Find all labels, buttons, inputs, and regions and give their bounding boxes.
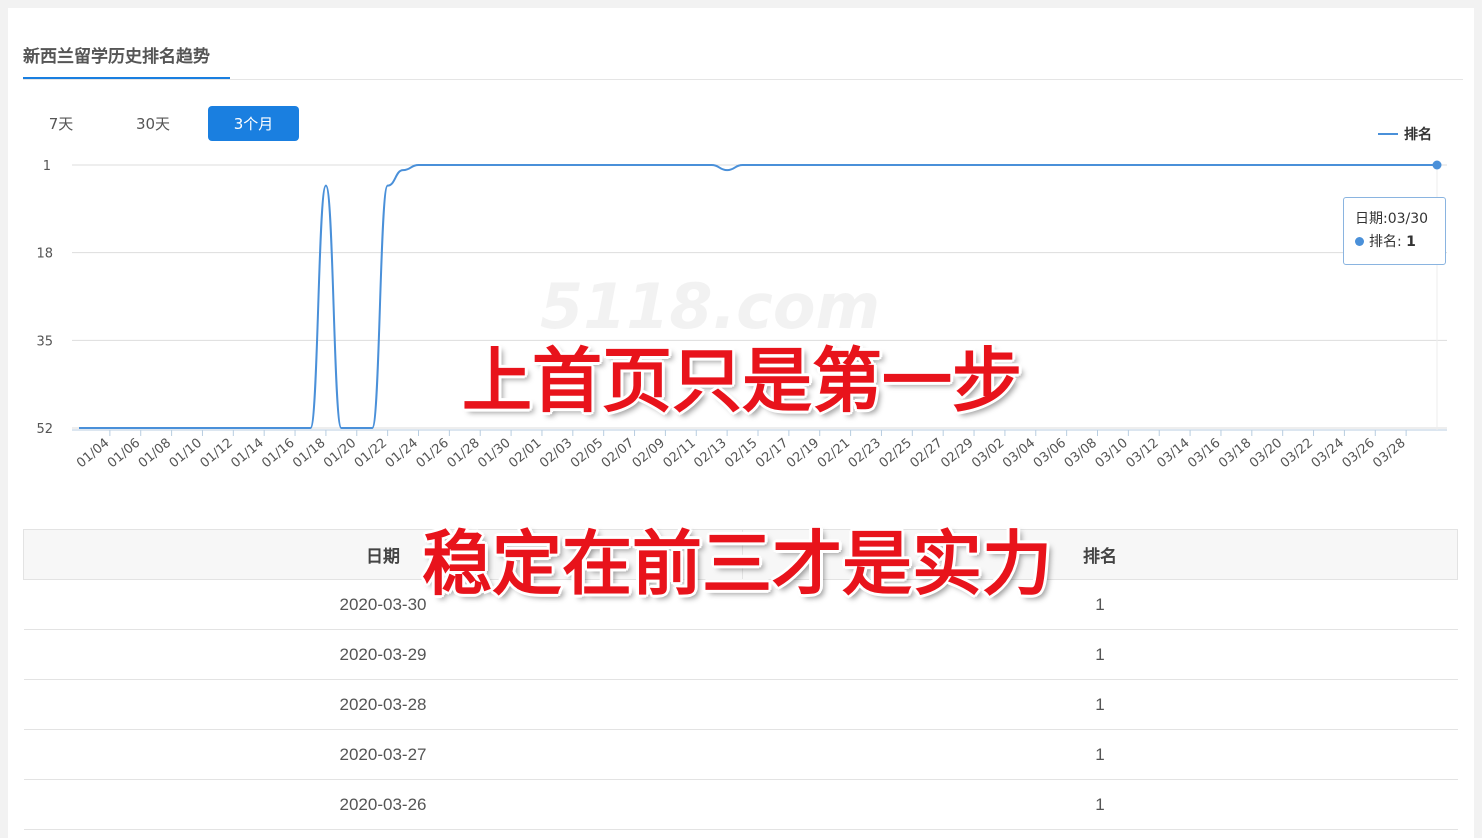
- x-tick-label: 02/25: [877, 436, 915, 472]
- chart-tooltip: 日期:03/30 排名: 1: [1343, 197, 1446, 265]
- chart-legend[interactable]: 排名: [1378, 124, 1432, 144]
- table-row: 2020-03-26 1: [23, 779, 1458, 830]
- x-tick-label: 02/09: [630, 436, 668, 472]
- divider: [23, 79, 1463, 80]
- x-tick-label: 02/27: [907, 436, 945, 472]
- table-row: 2020-03-30 1: [23, 579, 1458, 630]
- y-tick-label: 1: [43, 159, 51, 174]
- x-tick-label: 03/14: [1154, 436, 1192, 472]
- x-tick-label: 03/12: [1123, 436, 1161, 472]
- rank-cell: 1: [742, 629, 1458, 680]
- table-row: 2020-03-29 1: [23, 629, 1458, 680]
- range-30d-button[interactable]: 30天: [135, 115, 171, 133]
- x-tick-label: 02/19: [784, 436, 822, 472]
- rank-trend-chart: 118355201/0401/0601/0801/1001/1201/1401/…: [36, 159, 1447, 472]
- rank-cell: 1: [742, 679, 1458, 730]
- series-dot-icon: [1355, 237, 1364, 246]
- date-cell: 2020-03-28: [23, 679, 743, 730]
- x-tick-label: 01/24: [383, 436, 421, 472]
- watermark: 5118.com: [540, 270, 881, 343]
- date-cell: 2020-03-26: [23, 779, 743, 830]
- y-tick-label: 52: [36, 422, 53, 437]
- tooltip-date: 日期:03/30: [1355, 211, 1429, 227]
- x-tick-label: 01/08: [136, 436, 174, 472]
- x-tick-label: 01/14: [228, 436, 266, 472]
- y-tick-label: 18: [36, 247, 53, 262]
- x-tick-label: 02/01: [506, 436, 544, 472]
- overlay-caption-1: 上首页只是第一步: [462, 340, 1022, 422]
- x-tick-label: 03/16: [1185, 436, 1223, 472]
- column-header-rank: 排名: [742, 529, 1458, 580]
- x-tick-label: 02/03: [537, 436, 575, 472]
- x-tick-label: 03/24: [1309, 436, 1347, 472]
- x-tick-label: 03/26: [1339, 436, 1377, 472]
- rank-table: 日期 排名 2020-03-30 1 2020-03-29 1 2020-03-28 1 2…: [23, 529, 1458, 830]
- table-row: 2020-03-28 1: [23, 679, 1458, 730]
- tooltip-rank-value: 1: [1406, 234, 1416, 250]
- column-header-date: 日期: [23, 529, 743, 580]
- x-tick-label: 03/28: [1370, 436, 1408, 472]
- x-tick-label: 02/21: [815, 436, 853, 472]
- x-tick-label: 02/07: [599, 436, 637, 472]
- x-tick-label: 02/23: [846, 436, 884, 472]
- x-tick-label: 02/29: [938, 436, 976, 472]
- x-tick-label: 01/12: [198, 436, 236, 472]
- x-tick-label: 03/04: [1000, 436, 1038, 472]
- date-cell: 2020-03-30: [23, 579, 743, 630]
- rank-cell: 1: [742, 579, 1458, 630]
- range-3m-button[interactable]: 3个月: [208, 106, 299, 141]
- x-tick-label: 02/13: [691, 436, 729, 472]
- x-tick-label: 01/26: [414, 436, 452, 472]
- x-tick-label: 03/02: [969, 436, 1007, 472]
- x-tick-label: 01/22: [352, 436, 390, 472]
- highlighted-point: [1432, 160, 1442, 170]
- page-title: 新西兰留学历史排名趋势: [23, 47, 210, 67]
- x-tick-label: 01/28: [444, 436, 482, 472]
- rank-cell: 1: [742, 779, 1458, 830]
- x-tick-label: 03/20: [1247, 436, 1285, 472]
- x-tick-label: 02/15: [722, 436, 760, 472]
- x-tick-label: 01/18: [290, 436, 328, 472]
- y-tick-label: 35: [36, 334, 53, 349]
- series-line-rank: [79, 164, 1437, 429]
- x-tick-label: 01/30: [475, 436, 513, 472]
- active-tab-underline: [23, 77, 230, 80]
- x-tick-label: 02/11: [660, 436, 698, 472]
- date-cell: 2020-03-27: [23, 729, 743, 780]
- x-tick-label: 03/18: [1216, 436, 1254, 472]
- table-row: 2020-03-27 1: [23, 729, 1458, 780]
- x-tick-label: 03/06: [1031, 436, 1069, 472]
- rank-cell: 1: [742, 729, 1458, 780]
- x-tick-label: 03/08: [1062, 436, 1100, 472]
- x-tick-label: 02/17: [753, 436, 791, 472]
- x-tick-label: 02/05: [568, 436, 606, 472]
- overlay-caption-2: 稳定在前三才是实力: [422, 523, 1052, 605]
- x-tick-label: 03/10: [1093, 436, 1131, 472]
- x-tick-label: 01/06: [105, 436, 143, 472]
- tooltip-rank-label: 排名:: [1369, 234, 1407, 250]
- legend-label: 排名: [1404, 127, 1432, 143]
- x-tick-label: 01/04: [74, 436, 112, 472]
- x-tick-label: 01/20: [321, 436, 359, 472]
- x-tick-label: 01/10: [167, 436, 205, 472]
- date-cell: 2020-03-29: [23, 629, 743, 680]
- x-tick-label: 03/22: [1278, 436, 1316, 472]
- legend-line-icon: [1378, 133, 1398, 135]
- range-7d-button[interactable]: 7天: [48, 115, 74, 133]
- x-tick-label: 01/16: [259, 436, 297, 472]
